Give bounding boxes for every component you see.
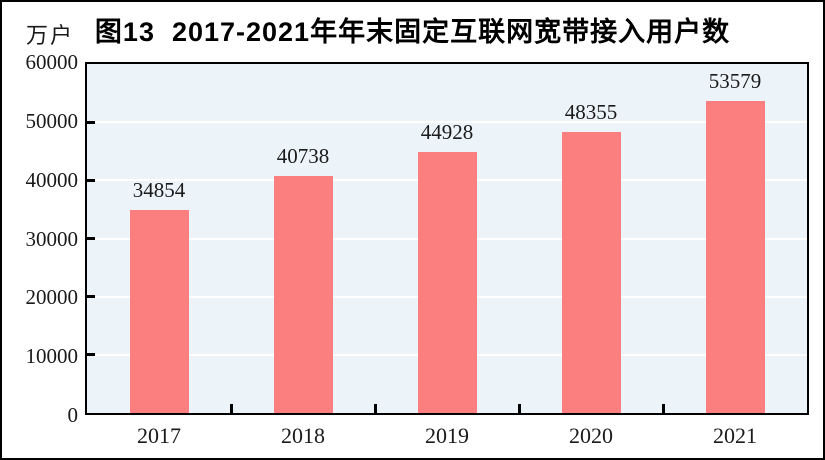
x-axis-label-2020: 2020 <box>569 423 613 448</box>
chart-title: 图13 2017-2021年年末固定互联网宽带接入用户数 <box>94 17 731 47</box>
y-axis-label-50000: 50000 <box>25 108 79 133</box>
y-tick-mark-10000 <box>87 353 95 357</box>
x-tick-mark-2 <box>373 404 377 413</box>
bar-value-label-2017: 34854 <box>132 178 186 203</box>
x-tick-mark-3 <box>517 404 521 413</box>
y-tick-mark-50000 <box>87 120 95 124</box>
x-axis-label-2019: 2019 <box>425 423 469 448</box>
plot-area: 34854 40738 44928 48355 53579 <box>85 62 809 415</box>
y-axis-label-60000: 60000 <box>25 50 79 74</box>
bar-2019 <box>417 151 477 413</box>
bar-2020 <box>561 131 621 413</box>
y-axis-unit-label: 万户 <box>26 23 75 48</box>
y-axis-label-30000: 30000 <box>25 226 79 251</box>
x-axis-label-2017: 2017 <box>137 423 181 448</box>
x-tick-mark-1 <box>229 404 233 413</box>
bar-value-label-2019: 44928 <box>420 119 474 144</box>
y-tick-mark-40000 <box>87 178 95 182</box>
y-axis-label-20000: 20000 <box>25 285 79 310</box>
y-axis-label-40000: 40000 <box>25 167 79 192</box>
bar-value-label-2021: 53579 <box>708 69 762 94</box>
y-tick-mark-20000 <box>87 295 95 299</box>
y-axis-label-10000: 10000 <box>25 344 79 369</box>
gridline-50000 <box>87 121 807 124</box>
x-axis-label-2018: 2018 <box>281 423 325 448</box>
x-tick-mark-4 <box>661 404 665 413</box>
bar-2017 <box>129 210 189 413</box>
y-axis-label-0: 0 <box>67 403 79 427</box>
y-tick-mark-30000 <box>87 237 95 240</box>
bar-2021 <box>705 101 765 413</box>
bar-value-label-2020: 48355 <box>564 99 618 124</box>
bar-2018 <box>273 176 333 413</box>
bar-value-label-2018: 40738 <box>276 144 330 169</box>
x-axis-label-2021: 2021 <box>713 423 757 448</box>
